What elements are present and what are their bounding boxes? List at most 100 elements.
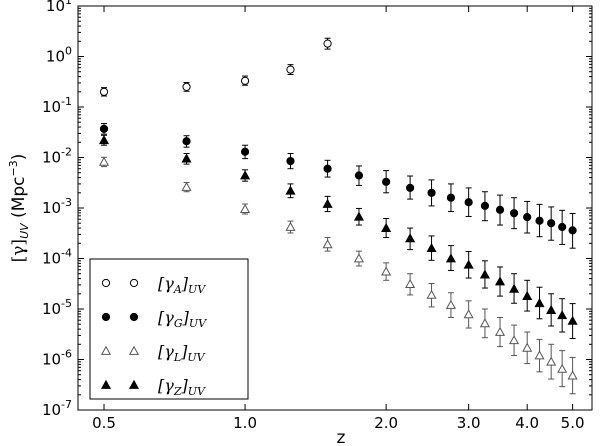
series-z	[98, 134, 578, 340]
data-point	[494, 276, 506, 286]
y-tick-base: 10	[42, 351, 61, 369]
y-axis-title-exp: −3	[7, 160, 20, 176]
legend-label-sub: Z	[173, 385, 182, 398]
y-tick-label: 10-4	[42, 247, 72, 268]
data-point	[567, 370, 578, 380]
data-point	[240, 170, 251, 180]
data-point	[98, 156, 110, 166]
legend-label-sub: G	[174, 317, 183, 330]
data-point	[240, 147, 250, 156]
data-point	[182, 137, 191, 146]
data-point	[99, 124, 109, 133]
data-point	[464, 198, 473, 207]
legend-marker	[101, 278, 111, 288]
y-tick-label: 101	[46, 0, 72, 15]
x-axis-title: z	[337, 428, 346, 446]
legend-marker	[100, 345, 112, 355]
legend-label-post: UV	[189, 317, 207, 330]
legend-label-post: UV	[188, 283, 206, 296]
data-point	[382, 177, 391, 186]
y-tick-exp: -1	[61, 95, 72, 108]
data-point	[509, 335, 520, 345]
y-tick-exp: -6	[61, 348, 72, 361]
legend-label-main: [γ	[158, 342, 174, 361]
data-point	[323, 39, 332, 48]
y-axis-title-unit: (Mpc	[9, 177, 29, 224]
data-point	[534, 350, 545, 360]
data-point	[381, 222, 392, 232]
legend-label: [γG]UV	[158, 308, 207, 330]
data-point	[535, 216, 544, 225]
x-tick-label: 1.0	[233, 414, 257, 432]
data-point	[322, 239, 333, 249]
legend-item: [γZ]UV	[100, 376, 206, 398]
legend-label-main: [γ	[158, 308, 174, 327]
y-tick-exp: -5	[61, 297, 72, 310]
legend-item: [γL]UV	[100, 342, 206, 364]
data-point	[426, 242, 437, 253]
y-tick-base: 10	[42, 199, 61, 217]
data-point	[285, 221, 296, 231]
x-tick-label: 4.0	[515, 414, 539, 432]
axis-ticks: 0.5 1.0 2.0 3.0 4.0 5.010110010-110-210-310-4…	[42, 0, 592, 432]
data-point	[522, 342, 533, 352]
data-point	[240, 76, 250, 85]
legend-label-end: ]	[180, 342, 188, 361]
x-tick-label: 0.5	[92, 414, 116, 432]
legend: [γA]UV[γG]UV[γL]UV[γZ]UV	[89, 258, 249, 400]
data-point	[354, 171, 364, 180]
legend-marker	[129, 278, 139, 288]
data-point	[322, 198, 333, 208]
data-point	[463, 259, 474, 269]
legend-label-main: [γ	[158, 274, 174, 293]
y-tick-base: 10	[42, 149, 61, 167]
data-point	[463, 309, 474, 319]
data-point	[523, 213, 532, 222]
data-point	[479, 269, 490, 279]
data-point	[495, 205, 505, 214]
x-tick-label: 2.0	[374, 414, 398, 432]
data-point	[405, 233, 416, 243]
data-point	[427, 188, 436, 197]
data-point	[509, 209, 519, 218]
data-point	[406, 183, 415, 193]
data-point	[557, 363, 568, 373]
legend-label-end: ]	[181, 274, 189, 293]
legend-label-end: ]	[182, 308, 190, 327]
y-tick-label: 10-6	[42, 348, 72, 369]
data-point	[286, 65, 295, 74]
y-tick-exp: -4	[61, 247, 72, 260]
y-tick-label: 10-5	[42, 297, 72, 318]
legend-label: [γA]UV	[158, 274, 206, 296]
y-tick-exp: 0	[65, 45, 72, 58]
x-tick-label: 5.0	[561, 414, 585, 432]
legend-label-main: [γ	[158, 376, 174, 395]
legend-label-sub: L	[173, 351, 181, 364]
y-axis-title: [γ]UV (Mpc−3)	[7, 154, 31, 263]
data-point	[567, 315, 578, 325]
y-tick-exp: -3	[61, 196, 72, 209]
legend-marker	[128, 379, 140, 389]
legend-marker	[101, 312, 111, 322]
legend-item: [γG]UV	[101, 308, 207, 330]
data-point	[426, 289, 437, 299]
y-tick-base: 10	[46, 48, 65, 66]
y-tick-base: 10	[42, 300, 61, 318]
y-axis-title-close: )	[9, 154, 29, 161]
data-point	[381, 266, 392, 276]
data-point	[494, 326, 506, 336]
data-point	[547, 219, 556, 228]
data-point	[353, 253, 365, 263]
data-point	[405, 278, 416, 289]
legend-label: [γZ]UV	[158, 376, 206, 398]
legend-label: [γL]UV	[158, 342, 206, 364]
y-tick-label: 100	[46, 45, 72, 66]
data-point	[181, 181, 192, 191]
y-tick-base: 10	[42, 250, 61, 268]
data-point	[480, 201, 490, 211]
data-point	[286, 156, 295, 166]
y-tick-label: 10-1	[42, 95, 72, 116]
y-tick-exp: 1	[65, 0, 72, 7]
legend-marker	[100, 379, 112, 389]
